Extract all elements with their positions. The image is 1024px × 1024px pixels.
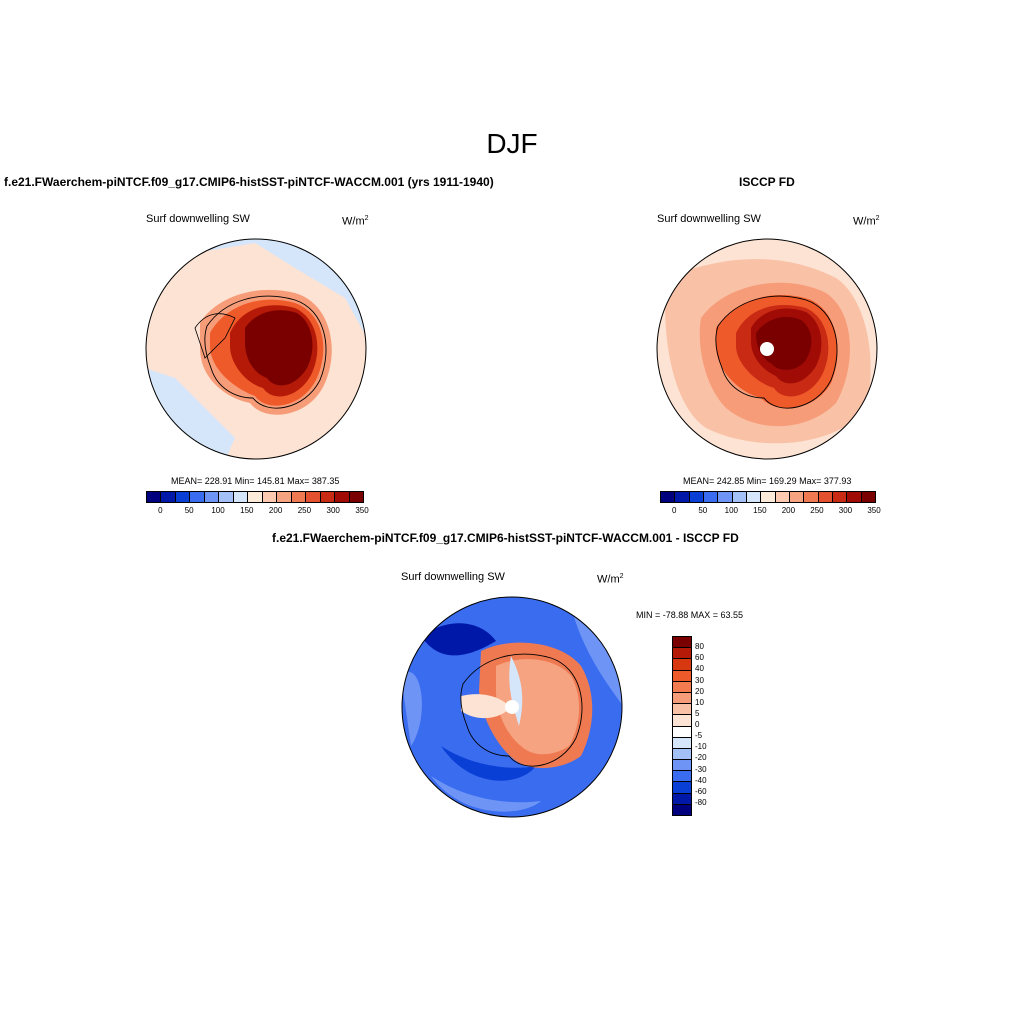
- colorbar-swatch: [248, 492, 263, 502]
- colorbar-tick-label: 50: [698, 506, 708, 515]
- obs-panel-header: ISCCP FD: [739, 175, 795, 189]
- colorbar-swatch: [689, 492, 704, 502]
- colorbar-swatch: [847, 492, 862, 502]
- colorbar-tick-label: 300: [326, 506, 340, 515]
- colorbar-tick-label: -20: [695, 753, 707, 763]
- colorbar-tick-label: 250: [810, 506, 824, 515]
- colorbar-swatch: [147, 492, 162, 502]
- colorbar-tick-label: 20: [695, 686, 704, 696]
- colorbar-swatch: [789, 492, 805, 502]
- colorbar-swatch: [673, 704, 691, 716]
- colorbar-swatch: [673, 726, 691, 738]
- colorbar-tick-label: 100: [724, 506, 739, 515]
- colorbar-swatch: [673, 771, 691, 783]
- colorbar-swatch: [673, 670, 691, 682]
- colorbar-swatch: [190, 492, 205, 502]
- colorbar-tick-label: -30: [695, 764, 707, 774]
- colorbar-tick-label: 40: [695, 664, 704, 674]
- colorbar-swatch: [175, 492, 191, 502]
- model-polar-map: [145, 238, 367, 460]
- colorbar-tick-label: -80: [695, 797, 707, 807]
- colorbar-swatch: [219, 492, 234, 502]
- colorbar-tick-label: 10: [695, 697, 704, 707]
- obs-polar-map: [656, 238, 878, 460]
- colorbar-swatch: [746, 492, 762, 502]
- diff-polar-map: [401, 596, 623, 818]
- colorbar-swatch: [675, 492, 690, 502]
- obs-colorbar-ticks: 0 50 100 150 200 250 300 350: [660, 506, 881, 518]
- colorbar-tick-label: 100: [211, 506, 225, 515]
- colorbar-swatch: [818, 492, 833, 502]
- diff-units-label: W/m2: [597, 573, 624, 586]
- colorbar-swatch: [335, 492, 350, 502]
- colorbar-swatch: [804, 492, 819, 502]
- colorbar-swatch: [320, 492, 336, 502]
- diff-variable-label: Surf downwelling SW: [401, 571, 505, 583]
- colorbar-tick-label: 250: [297, 506, 312, 515]
- diff-stats: MIN = -78.88 MAX = 63.55: [636, 610, 744, 620]
- colorbar-swatch: [277, 492, 292, 502]
- colorbar-tick-label: 350: [867, 506, 881, 515]
- colorbar-swatch: [673, 760, 691, 772]
- obs-colorbar: [660, 491, 876, 503]
- model-stats: MEAN= 228.91 Min= 145.81 Max= 387.35: [171, 476, 340, 486]
- colorbar-tick-label: 80: [695, 642, 704, 652]
- colorbar-swatch: [761, 492, 776, 502]
- colorbar-swatch: [832, 492, 848, 502]
- colorbar-tick-label: -60: [695, 786, 707, 796]
- colorbar-swatch: [161, 492, 176, 502]
- colorbar-tick-label: 350: [355, 506, 369, 515]
- colorbar-swatch: [673, 715, 691, 727]
- colorbar-swatch: [673, 659, 691, 671]
- colorbar-tick-label: 0: [158, 506, 163, 515]
- diff-colorbar-ticks: 80 60 40 30 20 10 5 0 -5 -10 -20 -30 -40 -60 -80: [695, 636, 725, 816]
- colorbar-swatch: [673, 804, 691, 815]
- colorbar-tick-label: 0: [672, 506, 677, 515]
- colorbar-swatch: [349, 492, 364, 502]
- diff-panel-header: f.e21.FWaerchem-piNTCF.f09_g17.CMIP6-his…: [272, 531, 739, 545]
- colorbar-swatch: [204, 492, 220, 502]
- colorbar-tick-label: 300: [838, 506, 853, 515]
- colorbar-tick-label: 30: [695, 675, 704, 685]
- colorbar-swatch: [673, 637, 691, 649]
- colorbar-tick-label: 200: [268, 506, 283, 515]
- model-colorbar-ticks: 0 50 100 150 200 250 300 350: [146, 506, 369, 518]
- colorbar-tick-label: -40: [695, 775, 707, 785]
- colorbar-swatch: [673, 692, 691, 705]
- colorbar-tick-label: -5: [695, 731, 703, 741]
- colorbar-swatch: [291, 492, 307, 502]
- colorbar-swatch: [673, 737, 691, 749]
- diff-colorbar: [672, 636, 692, 816]
- colorbar-tick-label: 150: [240, 506, 254, 515]
- colorbar-tick-label: 150: [753, 506, 767, 515]
- colorbar-tick-label: 50: [184, 506, 194, 515]
- colorbar-swatch: [673, 748, 691, 761]
- colorbar-swatch: [673, 681, 691, 693]
- figure-title: DJF: [486, 128, 538, 159]
- colorbar-swatch: [703, 492, 719, 502]
- colorbar-tick-label: 5: [695, 708, 700, 718]
- colorbar-swatch: [673, 648, 691, 660]
- colorbar-tick-label: -10: [695, 742, 707, 752]
- colorbar-swatch: [775, 492, 790, 502]
- model-variable-label: Surf downwelling SW: [146, 213, 250, 225]
- model-panel-header: f.e21.FWaerchem-piNTCF.f09_g17.CMIP6-his…: [4, 175, 494, 189]
- colorbar-tick-label: 200: [781, 506, 796, 515]
- model-colorbar: [146, 491, 364, 503]
- colorbar-swatch: [661, 492, 676, 502]
- model-units-label: W/m2: [342, 215, 369, 228]
- colorbar-swatch: [262, 492, 278, 502]
- obs-units-label: W/m2: [853, 215, 880, 228]
- obs-stats: MEAN= 242.85 Min= 169.29 Max= 377.93: [683, 476, 852, 486]
- colorbar-swatch: [673, 793, 691, 805]
- obs-variable-label: Surf downwelling SW: [657, 213, 761, 225]
- colorbar-swatch: [861, 492, 875, 502]
- colorbar-swatch: [718, 492, 733, 502]
- colorbar-swatch: [673, 782, 691, 794]
- colorbar-swatch: [233, 492, 249, 502]
- colorbar-tick-label: 0: [695, 720, 700, 729]
- colorbar-swatch: [306, 492, 321, 502]
- colorbar-swatch: [732, 492, 747, 502]
- colorbar-tick-label: 60: [695, 653, 704, 663]
